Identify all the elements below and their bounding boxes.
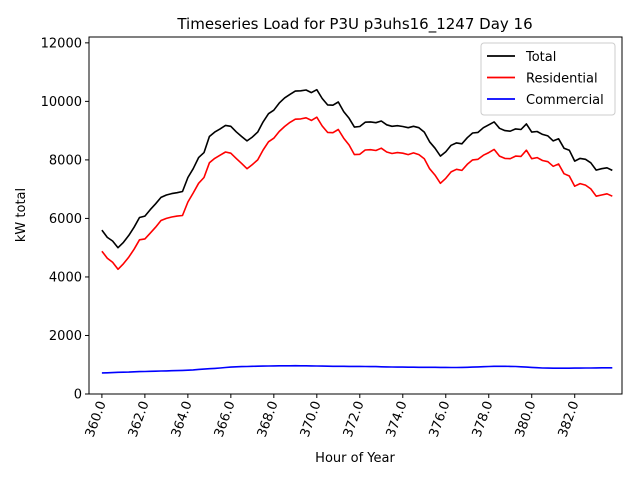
legend-label-commercial: Commercial (526, 93, 604, 108)
y-tick-label: 10000 (41, 95, 82, 110)
series-layer (101, 88, 613, 374)
legend-label-residential: Residential (526, 72, 598, 87)
y-tick-label: 0 (74, 388, 82, 403)
series-line-total (101, 88, 613, 249)
legend-box (480, 42, 616, 116)
y-tick-label: 12000 (41, 36, 82, 51)
legend: Total Residential Commercial (480, 42, 616, 116)
series-line-residential (101, 116, 613, 271)
y-axis-label: kW total (14, 188, 29, 242)
y-tick-label: 8000 (49, 153, 82, 168)
plot-frame (88, 36, 623, 395)
legend-label-total: Total (525, 50, 556, 65)
y-axis-ticks: 0 2000 4000 6000 8000 10000 12000 (41, 36, 89, 403)
x-axis-label: Hour of Year (315, 451, 395, 466)
y-tick-label: 4000 (49, 270, 82, 285)
y-tick-label: 2000 (49, 329, 82, 344)
y-tick-label: 6000 (49, 212, 82, 227)
chart-title: Timeseries Load for P3U p3uhs16_1247 Day… (176, 15, 532, 34)
series-line-commercial (101, 364, 613, 374)
